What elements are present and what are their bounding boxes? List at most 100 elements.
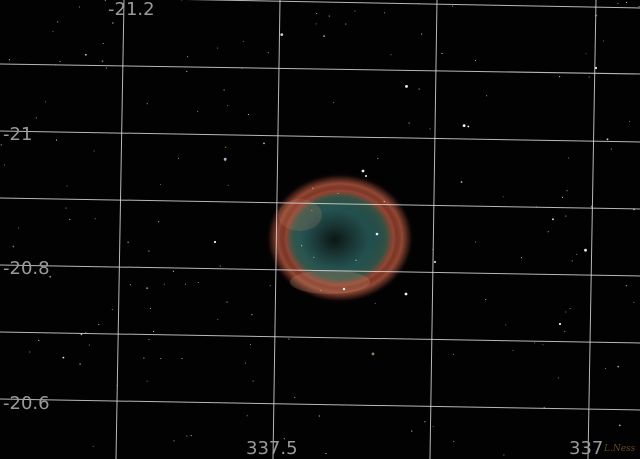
star xyxy=(603,40,605,42)
star xyxy=(354,10,356,12)
star xyxy=(242,40,244,43)
star xyxy=(315,23,317,25)
star xyxy=(12,245,15,248)
star xyxy=(474,59,477,62)
star xyxy=(197,110,199,112)
star xyxy=(62,356,65,359)
star xyxy=(452,5,454,7)
star xyxy=(584,248,587,252)
ra-label: 337 xyxy=(569,438,604,459)
star xyxy=(318,415,320,417)
star xyxy=(404,292,408,296)
dec-label: -21.2 xyxy=(108,0,155,20)
star xyxy=(3,164,6,166)
star xyxy=(251,314,253,316)
star xyxy=(594,66,598,70)
star xyxy=(418,88,420,90)
star xyxy=(361,169,365,173)
star xyxy=(0,144,2,146)
star xyxy=(333,102,335,104)
star xyxy=(246,415,248,417)
star xyxy=(604,367,606,369)
star xyxy=(294,396,296,398)
star xyxy=(263,142,265,145)
helix-nebula xyxy=(265,172,415,304)
star xyxy=(45,101,47,103)
star xyxy=(558,322,562,326)
grid-line-dec xyxy=(186,0,640,9)
star xyxy=(460,181,463,183)
star xyxy=(365,175,367,177)
star xyxy=(111,308,113,310)
star xyxy=(383,201,385,203)
grid-line-dec xyxy=(0,130,640,143)
star xyxy=(146,287,149,290)
star xyxy=(69,218,71,220)
star xyxy=(485,299,487,301)
star xyxy=(65,207,67,209)
star xyxy=(625,285,627,287)
star xyxy=(571,260,573,262)
star xyxy=(505,324,507,326)
star xyxy=(148,339,150,341)
star xyxy=(283,438,285,440)
star xyxy=(377,157,379,159)
star xyxy=(184,283,187,285)
star xyxy=(328,15,330,17)
star xyxy=(342,287,346,291)
star xyxy=(181,0,183,1)
star xyxy=(181,358,183,360)
star xyxy=(408,122,410,124)
star xyxy=(462,124,466,127)
star xyxy=(219,265,221,267)
ra-label: 337.5 xyxy=(246,438,298,459)
star xyxy=(94,218,96,220)
star xyxy=(320,289,322,291)
star xyxy=(617,365,620,368)
star xyxy=(569,307,571,309)
star xyxy=(337,192,339,195)
star xyxy=(561,196,564,198)
grid-line-dec xyxy=(0,398,640,411)
star xyxy=(269,285,271,287)
star xyxy=(312,187,314,189)
star xyxy=(628,120,631,123)
star xyxy=(105,67,107,69)
star xyxy=(104,0,106,1)
star xyxy=(88,344,90,346)
star xyxy=(316,12,318,15)
star xyxy=(434,261,436,263)
star xyxy=(29,351,31,353)
grid-line-dec xyxy=(0,197,640,210)
star xyxy=(520,257,523,259)
star xyxy=(153,331,155,333)
dec-label: -20.8 xyxy=(3,258,50,279)
star xyxy=(80,333,83,336)
star xyxy=(143,357,145,359)
star xyxy=(59,60,61,62)
grid-line-ra xyxy=(429,0,438,459)
star xyxy=(8,59,10,61)
star xyxy=(502,196,504,198)
star xyxy=(226,301,228,303)
star xyxy=(375,232,379,236)
star xyxy=(227,105,229,107)
star xyxy=(38,339,40,341)
grid-line-dec xyxy=(0,63,640,75)
star xyxy=(374,302,376,304)
star xyxy=(227,184,229,186)
star xyxy=(213,240,217,244)
star xyxy=(173,440,175,442)
star xyxy=(225,146,227,148)
star xyxy=(559,76,561,78)
star xyxy=(52,30,54,32)
watermark: L.Ness xyxy=(604,444,636,454)
star xyxy=(172,270,174,272)
star xyxy=(503,454,505,456)
star xyxy=(638,5,640,8)
star xyxy=(325,452,327,455)
star xyxy=(129,284,131,286)
star xyxy=(421,33,423,35)
star xyxy=(186,435,188,437)
